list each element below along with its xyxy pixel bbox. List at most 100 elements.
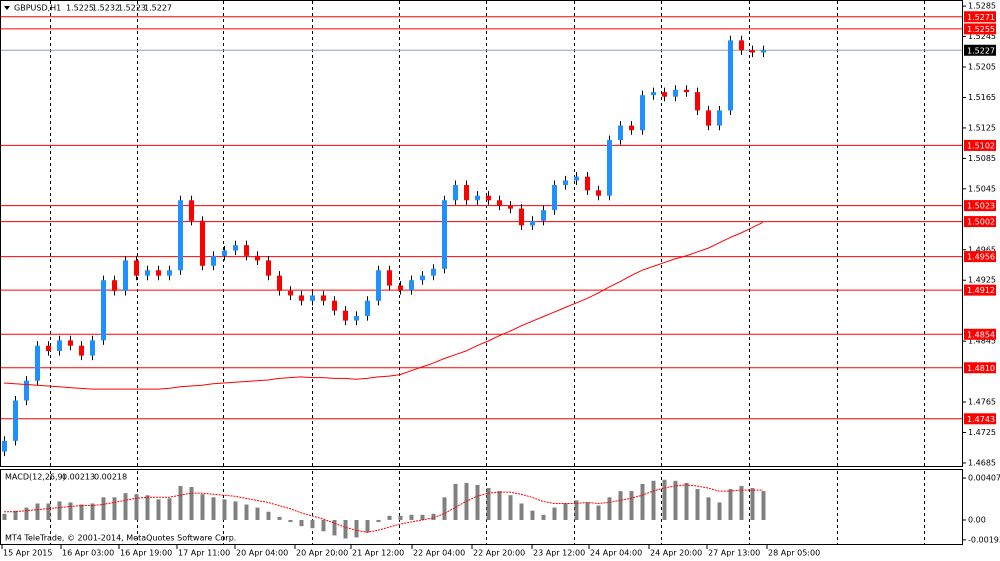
candle-body [574,176,579,181]
macd-title: MACD(12,26,9) [5,473,66,482]
macd-bar [420,514,425,520]
y-tick-label: 1.4965 [968,245,996,254]
candle-body [563,180,568,186]
macd-signal [4,484,763,533]
candle-body [222,250,227,256]
candle-body [288,290,293,296]
candle-body [420,275,425,281]
level-label-box [964,200,996,212]
macd-bar [57,501,62,520]
candle-body [750,50,755,53]
macd-bar [530,510,535,520]
y-tick-label: 1.4925 [968,276,996,285]
macd-bar [200,494,205,520]
candle-body [46,345,51,352]
macd-bar [167,498,172,520]
x-tick-label: 17 Apr 11:00 [178,549,230,558]
candle-body [596,190,601,196]
y-tick-label: 1.5285 [968,2,996,11]
macd-bar [629,491,634,520]
macd-bar [376,519,381,523]
macd-bar [662,479,667,520]
x-tick-label: 21 Apr 12:00 [352,549,404,558]
candle-body [2,440,7,452]
y-tick-label: 1.4765 [968,398,996,407]
macd-bar [101,497,106,520]
y-tick-label: 1.4725 [968,428,996,437]
level-label: 1.4956 [967,253,995,262]
macd-bar [695,489,700,520]
candle-body [123,260,128,291]
macd-bar [244,504,249,520]
level-label-box [964,11,996,23]
macd-bar [739,485,744,520]
candle-body [552,185,557,211]
macd-bar [684,482,689,520]
candle-body [629,125,634,131]
level-label: 1.5002 [967,218,995,227]
candle-body [761,50,766,53]
candle-body [508,205,513,209]
candle-body [343,310,348,321]
level-label-box [964,251,996,263]
symbol-title: GBPUSD,H1 [14,4,61,13]
x-tick-label: 15 Apr 2015 [3,549,52,558]
macd-bar [706,497,711,520]
level-label: 1.4743 [967,415,995,424]
macd-bar [508,495,513,520]
macd-bar [321,519,326,532]
candle-body [541,210,546,221]
candle-body [277,275,282,291]
macd-bar [222,499,227,520]
y-tick-label: 1.5205 [968,63,996,72]
candle-body [299,295,304,301]
macd-bar [233,501,238,520]
x-tick-label: 27 Apr 13:00 [708,549,760,558]
macd-bar [123,493,128,520]
candle-body [585,176,590,191]
macd-bar [486,488,491,520]
candle-body [134,260,139,276]
candle-body [365,300,370,316]
y-tick-label: 1.4845 [968,337,996,346]
candle-body [178,200,183,271]
macd-bar [453,483,458,520]
macd-y-tick-label: -0.00193 [968,535,1000,544]
main-frame [0,0,963,467]
macd-bar [68,502,73,520]
moving-average [3,221,764,390]
candle-body [266,260,271,276]
macd-value: 0.00213 [62,473,95,482]
candle-body [684,89,689,93]
level-label: 1.5102 [967,141,995,150]
candle-body [200,220,205,266]
y-tick-label: 1.5125 [968,123,996,132]
candle-body [189,200,194,221]
macd-bar [618,491,623,520]
macd-bar [728,489,733,520]
macd-frame [0,469,963,545]
candle-body [651,92,656,96]
macd-bar [90,503,95,520]
candle-body [101,280,106,341]
level-label-box [964,362,996,374]
macd-bar [750,488,755,520]
x-tick-label: 20 Apr 04:00 [236,549,288,558]
candle-body [519,208,524,226]
macd-bar [552,507,557,520]
candle-body [673,89,678,97]
candle-body [464,185,469,201]
level-label-box [964,284,996,296]
menu-arrow[interactable] [4,6,10,10]
macd-bar [189,486,194,520]
x-tick-label: 24 Apr 20:00 [650,549,702,558]
macd-bar [563,503,568,520]
macd-bar [717,502,722,520]
candle-body [332,300,337,311]
level-label-box [964,216,996,228]
macd-bar [145,495,150,520]
candle-body [321,295,326,301]
candle-body [618,125,623,141]
y-tick-label: 1.4685 [968,458,996,467]
